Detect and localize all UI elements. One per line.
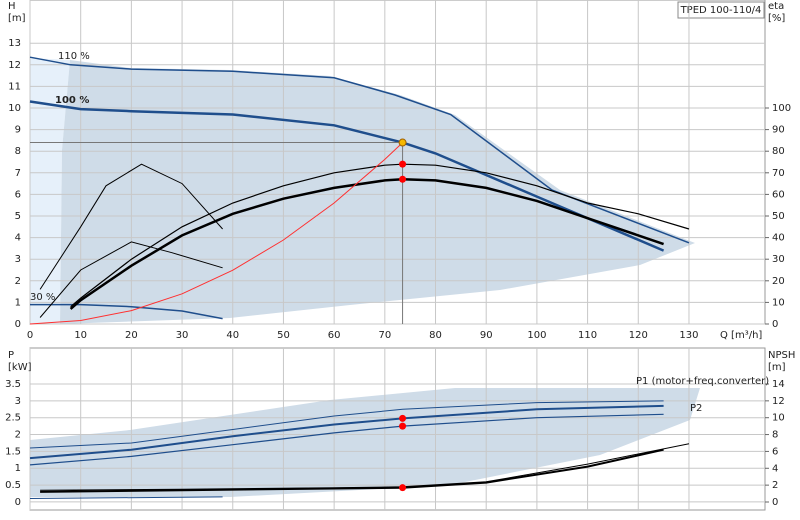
y-tick-label: 0 — [15, 319, 21, 330]
y2-tick-label: 60 — [772, 189, 785, 200]
y-tick-label: 1.5 — [5, 446, 21, 457]
y2-axis-label: eta — [768, 1, 784, 12]
y2-tick-label: 100 — [772, 103, 791, 114]
curve — [29, 56, 690, 244]
series-label: P2 — [690, 403, 702, 414]
y-axis-unit: [m] — [8, 13, 26, 24]
duty-point — [399, 175, 407, 183]
y2-tick-label: 0 — [772, 319, 778, 330]
x-tick-label: 120 — [629, 330, 648, 341]
x-tick-label: 100 — [527, 330, 546, 341]
y2-tick-label: 70 — [772, 168, 785, 179]
x-tick-label: 30 — [176, 330, 189, 341]
duty-point — [399, 414, 407, 422]
y-tick-label: 2.5 — [5, 413, 21, 424]
curve — [39, 163, 223, 290]
x-tick-label: 40 — [226, 330, 239, 341]
curve — [29, 413, 664, 466]
y-tick-label: 3.5 — [5, 379, 21, 390]
y2-tick-label: 12 — [772, 396, 785, 407]
y-tick-label: 13 — [8, 38, 21, 49]
y-tick-label: 5 — [15, 211, 21, 222]
power-range — [30, 388, 700, 497]
curve — [29, 404, 664, 460]
y-tick-label: 0 — [15, 497, 21, 508]
duty-point — [398, 138, 407, 147]
y-tick-label: 9 — [15, 125, 21, 136]
y2-tick-label: 10 — [772, 413, 785, 424]
x-tick-label: 10 — [74, 330, 87, 341]
y2-tick-label: 14 — [772, 379, 785, 390]
x-tick-label: 70 — [378, 330, 391, 341]
series-label: 100 % — [55, 95, 89, 106]
curve — [70, 163, 690, 308]
y2-tick-label: 10 — [772, 297, 785, 308]
curve — [30, 303, 223, 320]
x-tick-label: 50 — [277, 330, 290, 341]
curve — [69, 178, 665, 310]
duty-point — [399, 160, 407, 168]
curve — [29, 400, 664, 449]
y-axis-label: H — [8, 1, 16, 12]
x-tick-label: 130 — [679, 330, 698, 341]
y2-tick-label: 20 — [772, 276, 785, 287]
y-tick-label: 2 — [15, 430, 21, 441]
y2-tick-label: 4 — [772, 463, 778, 474]
x-tick-label: 0 — [27, 330, 33, 341]
y-tick-label: 1 — [15, 297, 21, 308]
curve — [29, 142, 403, 325]
y2-tick-label: 2 — [772, 480, 778, 491]
y2-tick-label: 6 — [772, 446, 778, 457]
chart-title: TPED 100-110/4 — [680, 5, 762, 16]
y2-tick-label: 50 — [772, 211, 785, 222]
y2-tick-label: 30 — [772, 254, 785, 265]
curve — [29, 496, 223, 499]
y-tick-label: 4 — [15, 233, 21, 244]
x-tick-label: 20 — [125, 330, 138, 341]
y-tick-label: 10 — [8, 103, 21, 114]
y-tick-label: 7 — [15, 168, 21, 179]
y2-axis-unit: [m] — [768, 362, 786, 373]
y2-tick-label: 40 — [772, 233, 785, 244]
x-tick-label: 60 — [328, 330, 341, 341]
y-axis-label: P — [8, 350, 14, 361]
y2-tick-label: 80 — [772, 146, 785, 157]
y-tick-label: 3 — [15, 396, 21, 407]
y-tick-label: 1 — [15, 463, 21, 474]
x-tick-label: 90 — [480, 330, 493, 341]
series-label: 110 % — [58, 51, 90, 62]
y2-tick-label: 90 — [772, 125, 785, 136]
y-tick-label: 0.5 — [5, 480, 21, 491]
title-box — [677, 1, 765, 19]
x-tick-label: 110 — [578, 330, 597, 341]
duty-point — [399, 484, 407, 492]
x-axis-label: Q [m³/h] — [720, 330, 762, 341]
y-tick-label: 6 — [15, 189, 21, 200]
y-tick-label: 2 — [15, 276, 21, 287]
operating-range — [60, 60, 695, 324]
range-light — [30, 58, 70, 324]
y2-tick-label: 0 — [772, 497, 778, 508]
y-tick-label: 8 — [15, 146, 21, 157]
y-tick-label: 11 — [8, 81, 21, 92]
curve — [39, 241, 223, 318]
x-tick-label: 80 — [429, 330, 442, 341]
y-tick-label: 12 — [8, 60, 21, 71]
curve — [29, 100, 665, 252]
series-label: 30 % — [30, 292, 55, 303]
y2-axis-label: NPSH — [768, 350, 795, 361]
duty-point — [399, 422, 407, 430]
y2-axis-unit: [%] — [768, 13, 785, 24]
y2-tick-label: 8 — [772, 430, 778, 441]
series-label: P1 (motor+freq.converter) — [636, 376, 769, 387]
y-tick-label: 3 — [15, 254, 21, 265]
y-axis-unit: [kW] — [8, 362, 32, 373]
